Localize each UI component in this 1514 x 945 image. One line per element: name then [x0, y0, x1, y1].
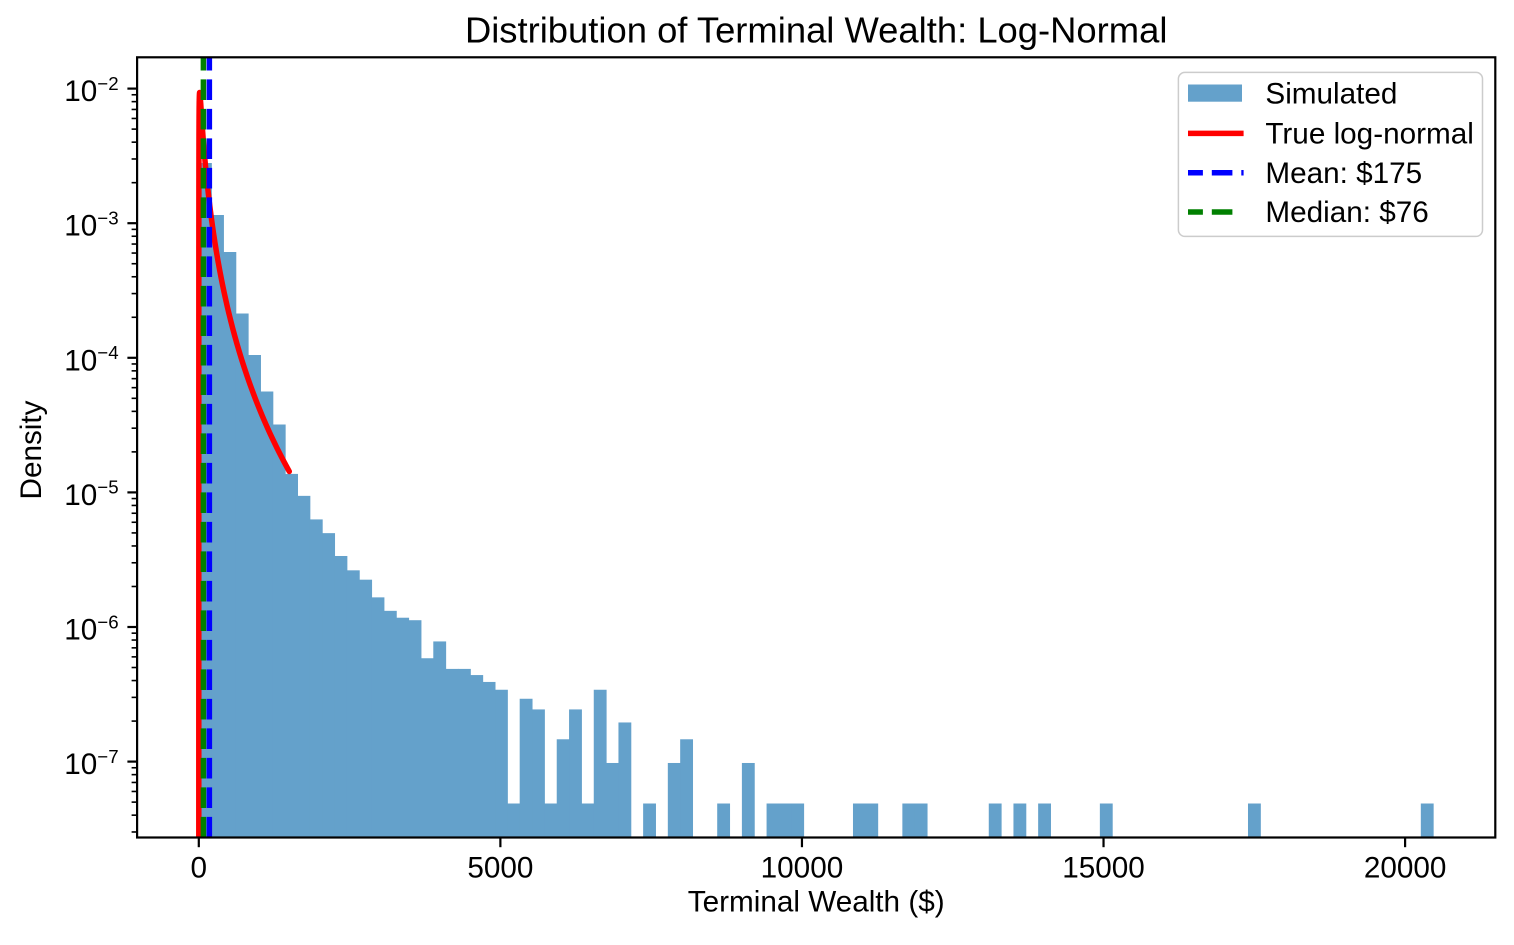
svg-text:Distribution of Terminal Wealt: Distribution of Terminal Wealth: Log-Nor…: [465, 9, 1168, 50]
svg-text:True log-normal: True log-normal: [1265, 118, 1473, 151]
svg-text:Simulated: Simulated: [1265, 77, 1397, 110]
svg-text:5000: 5000: [467, 851, 533, 884]
svg-text:Mean: $175: Mean: $175: [1265, 157, 1422, 190]
svg-text:Terminal Wealth ($): Terminal Wealth ($): [688, 886, 945, 919]
svg-text:Median: $76: Median: $76: [1265, 196, 1428, 229]
svg-text:Density: Density: [15, 400, 48, 499]
svg-text:20000: 20000: [1364, 851, 1447, 884]
svg-text:15000: 15000: [1062, 851, 1145, 884]
svg-text:0: 0: [191, 851, 208, 884]
svg-text:10−2: 10−2: [64, 73, 118, 108]
svg-text:10000: 10000: [761, 851, 844, 884]
svg-text:10−4: 10−4: [64, 342, 118, 377]
